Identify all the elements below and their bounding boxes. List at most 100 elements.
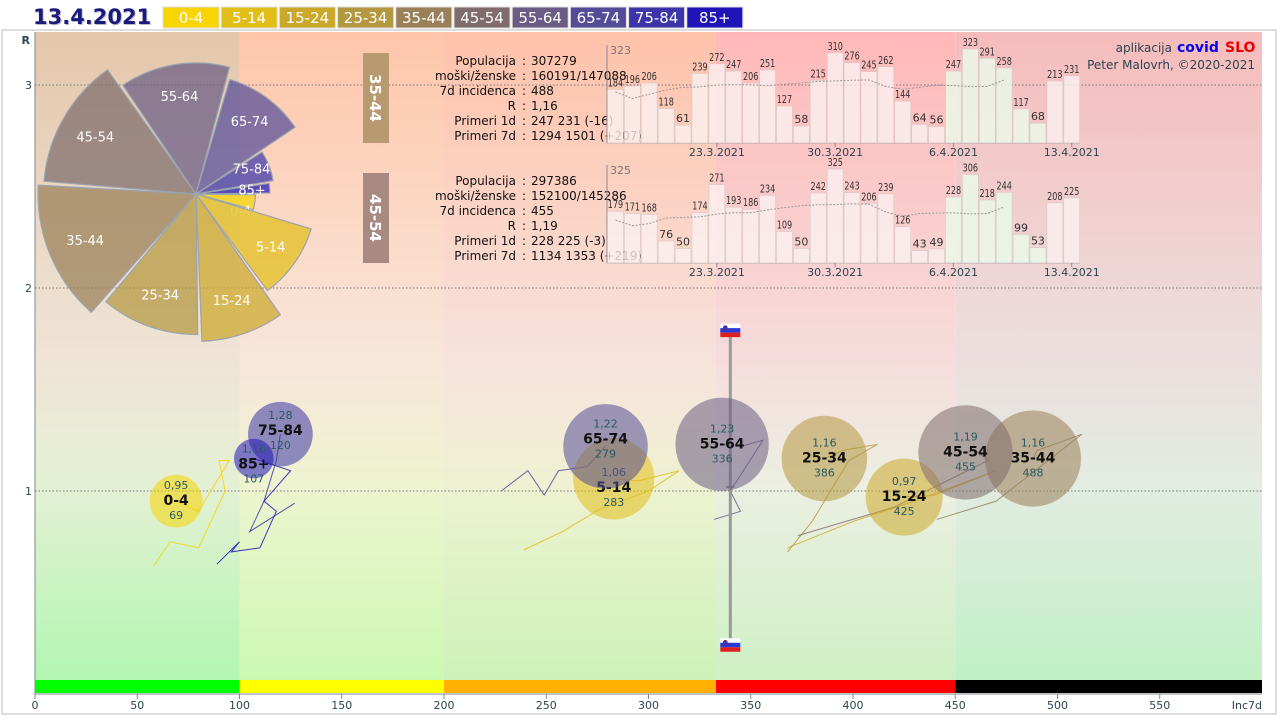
rose-slice-label: 35-44 bbox=[66, 234, 104, 249]
legend-swatch bbox=[686, 6, 744, 29]
panel-row-colon: : bbox=[522, 204, 526, 218]
legend-item-75-84: 75-84 bbox=[628, 6, 686, 29]
legend-item-45-54: 45-54 bbox=[453, 6, 511, 29]
mini-bar bbox=[742, 82, 759, 144]
panel-row-colon: : bbox=[522, 114, 526, 128]
x-tick-label: 300 bbox=[638, 699, 659, 712]
mini-bar bbox=[640, 214, 658, 264]
mini-bar bbox=[607, 89, 624, 144]
bubble-r-label: 1,23 bbox=[710, 422, 735, 435]
y-tick-label: 3 bbox=[25, 79, 32, 92]
mini-bar-value: 251 bbox=[760, 57, 775, 70]
legend-label: 65-74 bbox=[577, 9, 621, 27]
mini-bar-value: 168 bbox=[642, 201, 657, 214]
mini-bar-value: 247 bbox=[726, 58, 741, 71]
mini-bar bbox=[809, 192, 827, 264]
legend-item-0-4: 0-4 bbox=[162, 6, 220, 29]
mini-bar-value: 58 bbox=[794, 113, 808, 126]
slovenia-flag-icon bbox=[720, 323, 741, 338]
mini-bar bbox=[674, 124, 692, 144]
mini-bar bbox=[1046, 202, 1064, 264]
rose-slice-label: 85+ bbox=[238, 184, 265, 199]
mini-bar bbox=[860, 203, 878, 264]
mini-bar bbox=[1012, 234, 1030, 264]
legend-swatch bbox=[628, 6, 686, 29]
mini-bar-value: 231 bbox=[1064, 63, 1079, 76]
mini-bar-value: 118 bbox=[658, 96, 673, 109]
panel-row-value: 297386 bbox=[531, 174, 577, 188]
mini-bar-value: 225 bbox=[1064, 185, 1079, 198]
legend-swatch bbox=[162, 6, 220, 29]
bubble-group-label: 25-34 bbox=[802, 451, 847, 467]
x-tick-label: 50 bbox=[130, 699, 144, 712]
mini-bar-value: 306 bbox=[963, 161, 978, 174]
mini-bar-value: 218 bbox=[980, 187, 995, 200]
mini-bar bbox=[962, 48, 979, 144]
panel-row-value: 307279 bbox=[531, 54, 577, 68]
panel-group-label: 35-44 bbox=[366, 74, 384, 122]
panel-row-label: Primeri 1d bbox=[454, 114, 516, 128]
credits-author: Peter Malovrh, ©2020-2021 bbox=[1087, 58, 1255, 72]
mini-bar-value: 208 bbox=[1047, 190, 1062, 203]
mini-bar bbox=[607, 210, 624, 264]
mini-moving-average bbox=[615, 79, 1005, 99]
age-legend: 0-4 5-14 15-24 25-34 35-44 45-54 55-64 65-74 75-… bbox=[162, 6, 744, 29]
bubble-group-label: 0-4 bbox=[163, 493, 189, 509]
rose-slice-85+ bbox=[195, 182, 271, 195]
panel-row-colon: : bbox=[522, 234, 526, 248]
rose-slice-55-64 bbox=[122, 62, 231, 196]
mini-bar bbox=[708, 184, 726, 264]
rose-slice-5-14 bbox=[194, 192, 312, 292]
mini-bar-value: 50 bbox=[794, 236, 808, 249]
mini-bar-value: 262 bbox=[878, 54, 893, 67]
mini-bar-value: 53 bbox=[1031, 235, 1045, 248]
panel-row-label: Primeri 7d bbox=[454, 249, 516, 263]
y-tick-label: 1 bbox=[25, 485, 32, 498]
mini-bar bbox=[793, 125, 810, 144]
legend-item-55-64: 55-64 bbox=[511, 6, 569, 29]
legend-item-35-44: 35-44 bbox=[395, 6, 453, 29]
legend-label: 45-54 bbox=[460, 9, 504, 27]
bubble-r-label: 1,19 bbox=[953, 430, 978, 443]
mini-bar bbox=[894, 226, 911, 264]
mini-bar bbox=[674, 248, 692, 264]
panel-row-value: 228 225 (-3) bbox=[531, 234, 606, 248]
mini-bar-value: 186 bbox=[743, 196, 758, 209]
x-tick-label: 350 bbox=[740, 699, 761, 712]
mini-bar bbox=[742, 208, 759, 264]
mini-bar bbox=[776, 231, 793, 264]
y-axis-title: R bbox=[22, 34, 31, 47]
mini-bar-value: 179 bbox=[608, 198, 623, 211]
panel-row-colon: : bbox=[522, 84, 526, 98]
legend-label: 25-34 bbox=[344, 9, 388, 27]
mini-bar bbox=[1063, 197, 1081, 264]
mini-bar bbox=[776, 105, 793, 144]
panel-row-value: 152100/145286 bbox=[531, 189, 627, 203]
mini-bar bbox=[945, 196, 962, 264]
mini-bar-value: 196 bbox=[625, 73, 640, 86]
x-tick-label: 400 bbox=[843, 699, 864, 712]
date-shadow: 13.4.2021 bbox=[34, 6, 152, 30]
legend-label: 55-64 bbox=[518, 9, 562, 27]
mini-bar-value: 174 bbox=[692, 200, 707, 213]
mini-bar-value: 206 bbox=[642, 70, 657, 83]
mini-bar bbox=[978, 58, 996, 144]
legend-item-15-24: 15-24 bbox=[278, 6, 336, 29]
bubble-r-label: 1,16 bbox=[242, 443, 267, 456]
legend-item-5-14: 5-14 bbox=[220, 6, 278, 29]
rose-slice-label: 5-14 bbox=[256, 241, 286, 256]
panel-row-label: 7d incidenca bbox=[440, 84, 517, 98]
mini-bar-value: 243 bbox=[844, 180, 859, 193]
bubble-circle bbox=[918, 405, 1013, 500]
x-tick-label: 450 bbox=[945, 699, 966, 712]
panel-row-label: moški/ženske bbox=[435, 69, 516, 83]
x-tick-label: 200 bbox=[434, 699, 455, 712]
mini-bar-value: 258 bbox=[996, 55, 1011, 68]
incidence-band bbox=[715, 680, 956, 693]
mini-max-label: 323 bbox=[610, 44, 631, 57]
legend-swatch bbox=[278, 6, 336, 29]
bubble-inc-label: 283 bbox=[603, 496, 624, 509]
